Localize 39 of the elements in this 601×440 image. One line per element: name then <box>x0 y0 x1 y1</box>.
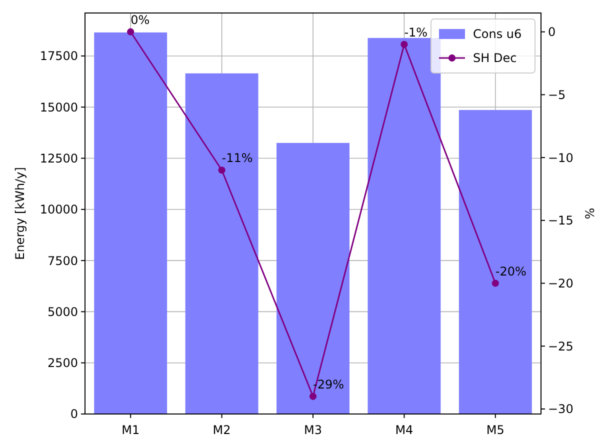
data-label: -11% <box>222 151 253 166</box>
y-tick-label: 2500 <box>47 356 78 370</box>
y-tick-label: 5000 <box>47 304 78 319</box>
x-tick-label: M5 <box>486 423 504 437</box>
y-tick-label: 7500 <box>47 254 78 268</box>
y2-tick-label: 0 <box>548 25 556 40</box>
bar <box>94 32 168 414</box>
y-tick-label: 17500 <box>40 49 78 64</box>
y-tick-label: 12500 <box>40 151 78 166</box>
point <box>127 28 134 36</box>
x-tick-label: M1 <box>122 423 140 437</box>
y-tick-label: 15000 <box>40 100 78 114</box>
x-tick-label: M4 <box>395 423 414 437</box>
bar <box>458 110 532 414</box>
bar <box>368 38 441 414</box>
x-tick-label: M3 <box>304 423 322 437</box>
y2-tick-label: −20 <box>548 276 574 290</box>
y-tick-label: 0 <box>70 407 78 422</box>
y-tick-label: 10000 <box>40 202 78 217</box>
data-label: -1% <box>404 25 428 40</box>
data-label: -20% <box>495 264 526 278</box>
bar <box>276 142 350 414</box>
y2-tick-label: −10 <box>548 150 574 165</box>
data-label: -29% <box>313 377 344 392</box>
y-axis-title: Energy [kWh/y] <box>13 167 27 260</box>
x-tick-label: M2 <box>212 423 231 437</box>
point <box>218 166 226 174</box>
y2-tick-label: −30 <box>548 402 574 416</box>
y2-tick-label: −15 <box>548 214 574 228</box>
bar <box>185 73 258 414</box>
point <box>309 392 317 400</box>
legend-label: Cons u6 <box>473 27 522 42</box>
data-label: 0% <box>130 12 150 27</box>
legend-label: SH Dec <box>473 51 517 66</box>
point <box>492 280 499 287</box>
point <box>400 40 408 48</box>
y2-axis-title: % <box>583 208 597 220</box>
y2-tick-label: −25 <box>548 339 574 354</box>
y2-tick-label: −5 <box>548 88 566 102</box>
